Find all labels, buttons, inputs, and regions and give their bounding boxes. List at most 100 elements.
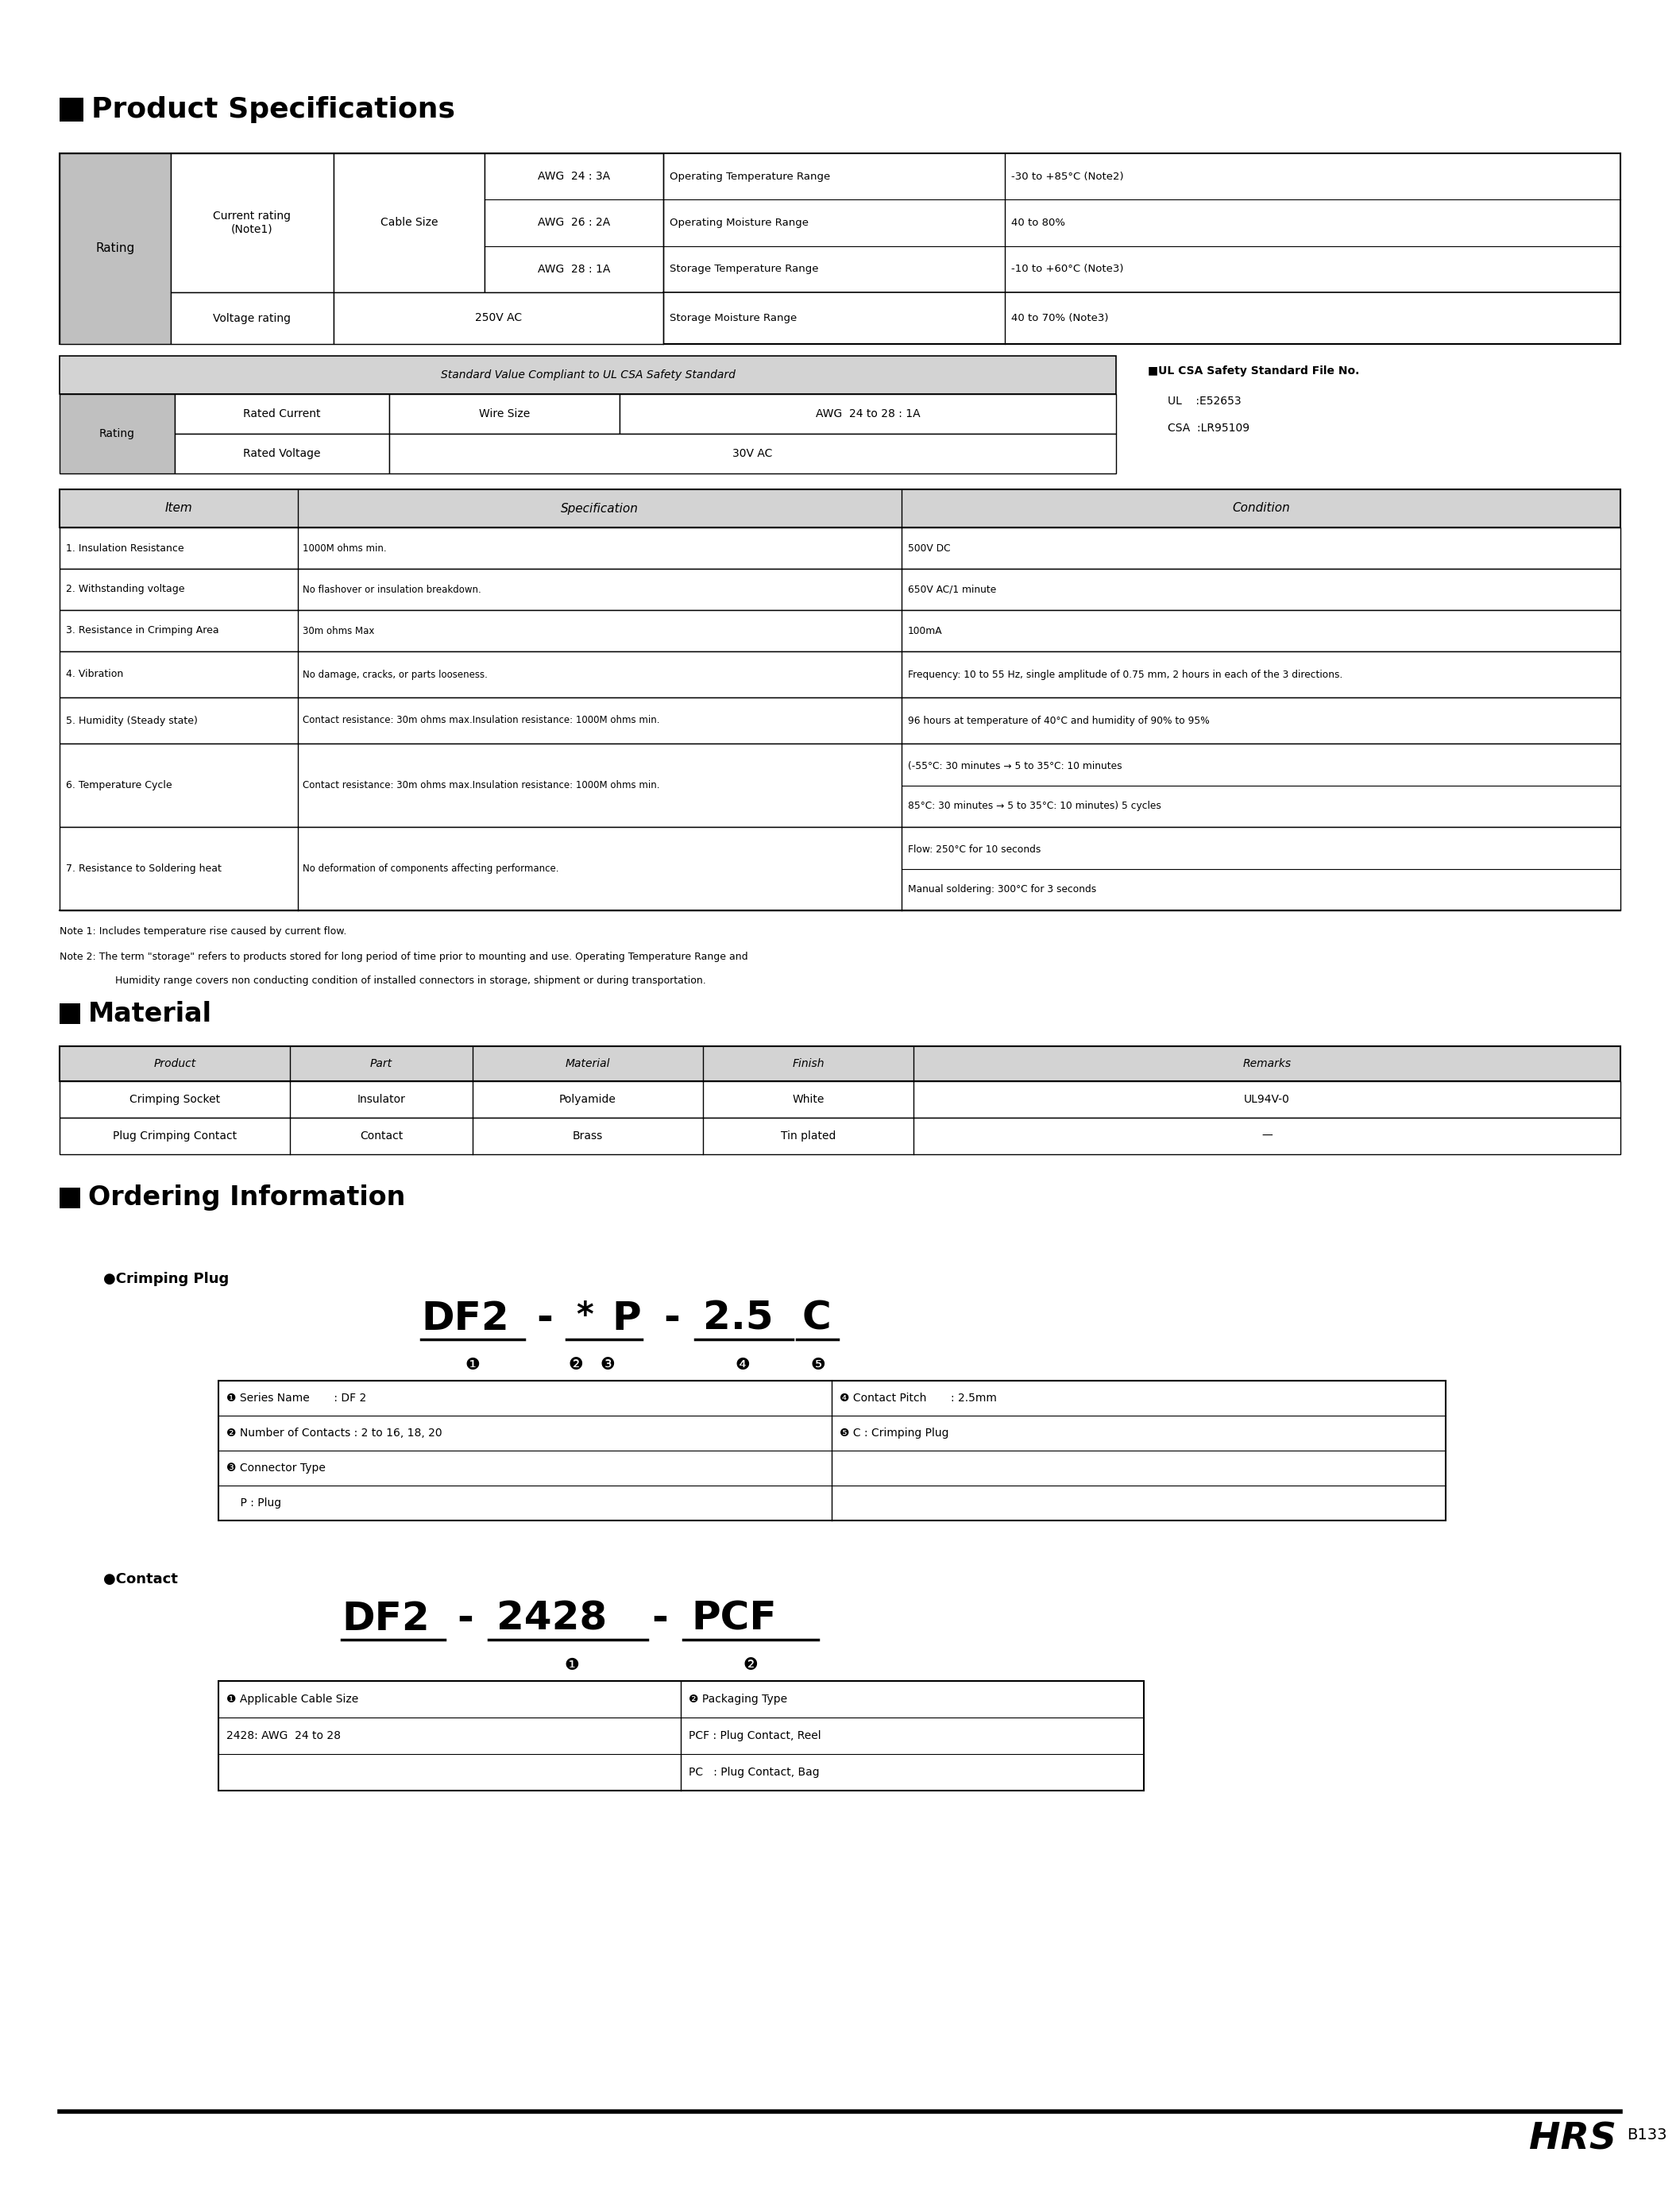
Bar: [484, 153, 664, 293]
Text: 1000M ohms min.: 1000M ohms min.: [302, 542, 386, 553]
Text: Ordering Information: Ordering Information: [87, 1185, 405, 1212]
Text: Finish: Finish: [793, 1059, 825, 1069]
Text: Humidity range covers non conducting condition of installed connectors in storag: Humidity range covers non conducting con…: [116, 975, 706, 986]
Text: PC   : Plug Contact, Bag: PC : Plug Contact, Bag: [689, 1767, 820, 1778]
Text: 100mA: 100mA: [907, 625, 942, 636]
Text: White: White: [793, 1094, 825, 1104]
Text: Product: Product: [153, 1059, 197, 1069]
Bar: [59, 356, 1116, 394]
Text: AWG  24 to 28 : 1A: AWG 24 to 28 : 1A: [815, 409, 921, 420]
Text: Item: Item: [165, 503, 193, 514]
Text: Operating Temperature Range: Operating Temperature Range: [670, 171, 830, 182]
Text: Contact resistance: 30m ohms max.Insulation resistance: 1000M ohms min.: Contact resistance: 30m ohms max.Insulat…: [302, 781, 660, 790]
Text: -: -: [457, 1601, 474, 1638]
Text: Flow: 250°C for 10 seconds: Flow: 250°C for 10 seconds: [907, 844, 1042, 855]
Text: ●Contact: ●Contact: [102, 1572, 178, 1586]
Bar: [175, 394, 390, 433]
Text: 1. Insulation Resistance: 1. Insulation Resistance: [66, 542, 185, 553]
Text: Storage Moisture Range: Storage Moisture Range: [670, 313, 796, 324]
Bar: [390, 433, 1116, 472]
Text: 96 hours at temperature of 40°C and humidity of 90% to 95%: 96 hours at temperature of 40°C and humi…: [907, 715, 1210, 726]
Text: Frequency: 10 to 55 Hz, single amplitude of 0.75 mm, 2 hours in each of the 3 di: Frequency: 10 to 55 Hz, single amplitude…: [907, 669, 1342, 680]
Text: 2428: 2428: [497, 1601, 606, 1638]
Text: -30 to +85°C (Note2): -30 to +85°C (Note2): [1011, 171, 1124, 182]
Text: -: -: [652, 1601, 669, 1638]
Text: ❶ Series Name       : DF 2: ❶ Series Name : DF 2: [227, 1393, 366, 1404]
Text: DF2: DF2: [422, 1299, 509, 1338]
Text: PCF: PCF: [690, 1601, 776, 1638]
Text: ❷: ❷: [568, 1356, 583, 1373]
Text: 6. Temperature Cycle: 6. Temperature Cycle: [66, 781, 171, 790]
Text: Remarks: Remarks: [1243, 1059, 1292, 1069]
Bar: [59, 569, 1621, 610]
Text: ❶ Applicable Cable Size: ❶ Applicable Cable Size: [227, 1693, 358, 1706]
Text: Wire Size: Wire Size: [479, 409, 529, 420]
Text: 3. Resistance in Crimping Area: 3. Resistance in Crimping Area: [66, 625, 218, 636]
Text: No deformation of components affecting performance.: No deformation of components affecting p…: [302, 864, 559, 875]
Text: ●Crimping Plug: ●Crimping Plug: [102, 1273, 228, 1286]
Text: Crimping Socket: Crimping Socket: [129, 1094, 220, 1104]
Bar: [59, 744, 1621, 827]
Text: ❸: ❸: [600, 1356, 615, 1373]
Text: ❸ Connector Type: ❸ Connector Type: [227, 1463, 326, 1474]
Bar: [59, 98, 84, 122]
Text: Brass: Brass: [573, 1131, 603, 1142]
Text: Condition: Condition: [1231, 503, 1290, 514]
Text: Rating: Rating: [99, 429, 134, 440]
Text: Manual soldering: 300°C for 3 seconds: Manual soldering: 300°C for 3 seconds: [907, 884, 1097, 894]
Text: C: C: [803, 1299, 832, 1338]
Text: Material: Material: [566, 1059, 610, 1069]
Bar: [59, 698, 1621, 744]
Text: ■UL CSA Safety Standard File No.: ■UL CSA Safety Standard File No.: [1147, 365, 1359, 376]
Text: Current rating
(Note1): Current rating (Note1): [213, 210, 291, 234]
Bar: [59, 527, 1621, 569]
Text: 2.5: 2.5: [702, 1299, 773, 1338]
Text: 30V AC: 30V AC: [732, 448, 773, 459]
Text: 30m ohms Max: 30m ohms Max: [302, 625, 375, 636]
Bar: [218, 1682, 1144, 1791]
Text: -: -: [664, 1299, 680, 1338]
Bar: [175, 433, 390, 472]
Text: Rated Current: Rated Current: [244, 409, 321, 420]
Text: Operating Moisture Range: Operating Moisture Range: [670, 219, 808, 227]
Text: Cable Size: Cable Size: [380, 217, 438, 227]
Text: No flashover or insulation breakdown.: No flashover or insulation breakdown.: [302, 584, 480, 595]
Text: CSA  :LR95109: CSA :LR95109: [1168, 422, 1250, 433]
Text: 40 to 70% (Note3): 40 to 70% (Note3): [1011, 313, 1109, 324]
Text: Insulator: Insulator: [358, 1094, 405, 1104]
Text: ❷: ❷: [743, 1658, 758, 1673]
Text: P: P: [612, 1299, 640, 1338]
Bar: [59, 827, 1621, 910]
Text: AWG  24 : 3A: AWG 24 : 3A: [538, 171, 610, 182]
Text: UL    :E52653: UL :E52653: [1168, 396, 1242, 407]
Text: *: *: [576, 1299, 593, 1334]
Bar: [218, 1380, 1446, 1520]
Text: Standard Value Compliant to UL CSA Safety Standard: Standard Value Compliant to UL CSA Safet…: [440, 370, 736, 381]
Bar: [59, 1045, 1621, 1080]
Text: ❶: ❶: [465, 1356, 480, 1373]
Text: 40 to 80%: 40 to 80%: [1011, 219, 1065, 227]
Text: B133: B133: [1626, 2128, 1667, 2143]
Text: Specification: Specification: [561, 503, 638, 514]
Bar: [171, 153, 334, 293]
Text: Tin plated: Tin plated: [781, 1131, 835, 1142]
Text: 7. Resistance to Soldering heat: 7. Resistance to Soldering heat: [66, 864, 222, 875]
Bar: [59, 1080, 1621, 1118]
Text: Storage Temperature Range: Storage Temperature Range: [670, 265, 818, 273]
Text: UL94V-0: UL94V-0: [1243, 1094, 1290, 1104]
Text: 250V AC: 250V AC: [475, 313, 522, 324]
Text: PCF : Plug Contact, Reel: PCF : Plug Contact, Reel: [689, 1730, 822, 1741]
Text: 2. Withstanding voltage: 2. Withstanding voltage: [66, 584, 185, 595]
Text: -: -: [536, 1299, 553, 1338]
Text: Rating: Rating: [96, 243, 134, 254]
Bar: [334, 153, 484, 293]
Text: ❹ Contact Pitch       : 2.5mm: ❹ Contact Pitch : 2.5mm: [840, 1393, 996, 1404]
Text: Voltage rating: Voltage rating: [213, 313, 291, 324]
Text: AWG  26 : 2A: AWG 26 : 2A: [538, 217, 610, 227]
Text: Rated Voltage: Rated Voltage: [244, 448, 321, 459]
Bar: [59, 1188, 81, 1207]
Bar: [171, 293, 334, 343]
Text: Polyamide: Polyamide: [559, 1094, 617, 1104]
Text: Plug Crimping Contact: Plug Crimping Contact: [113, 1131, 237, 1142]
Text: AWG  28 : 1A: AWG 28 : 1A: [538, 265, 610, 276]
